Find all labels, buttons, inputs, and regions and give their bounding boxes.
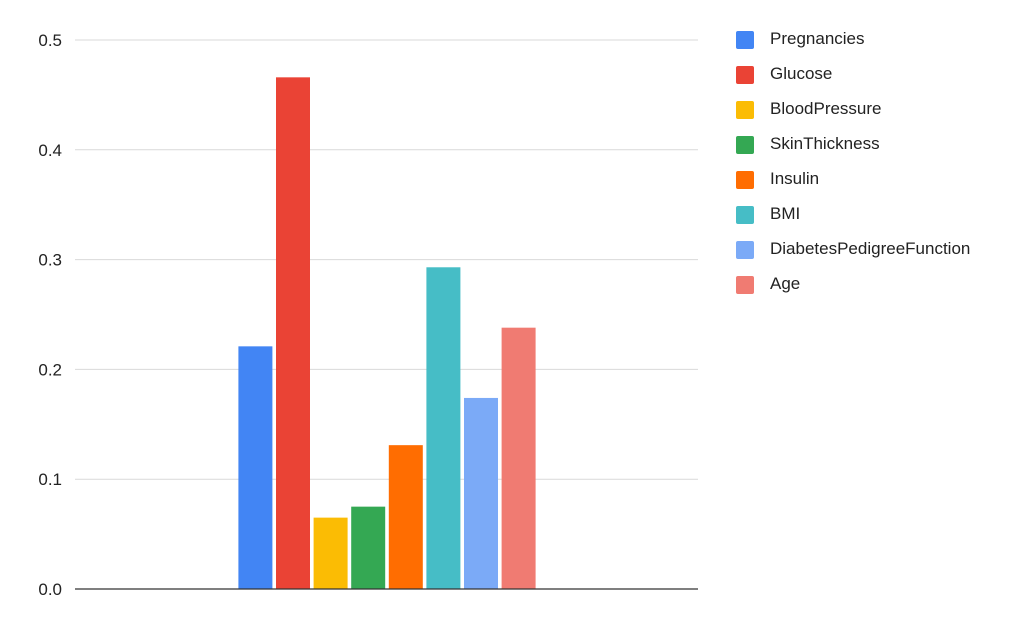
legend-label: DiabetesPedigreeFunction (770, 239, 971, 258)
y-axis-ticks: 0.0 0.1 0.2 0.3 0.4 0.5 (38, 31, 62, 599)
legend-item-age[interactable]: Age (736, 275, 1006, 294)
y-tick-label: 0.1 (38, 470, 62, 489)
y-tick-label: 0.2 (38, 360, 62, 379)
legend-item-bmi[interactable]: BMI (736, 205, 1006, 224)
bar-age[interactable] (501, 327, 536, 589)
legend-swatch (736, 241, 754, 259)
legend-swatch (736, 206, 754, 224)
bar-diabetespedigreefunction[interactable] (464, 397, 498, 589)
bar-bloodpressure[interactable] (313, 517, 348, 589)
y-tick-label: 0.3 (38, 251, 62, 270)
legend-swatch (736, 171, 754, 189)
legend-item-skinthickness[interactable]: SkinThickness (736, 135, 1006, 154)
legend-label: BMI (770, 204, 801, 223)
bar-bmi[interactable] (426, 267, 461, 589)
legend-swatch (736, 276, 754, 294)
y-tick-label: 0.4 (38, 141, 62, 160)
legend-item-diabetespedigreefunction[interactable]: DiabetesPedigreeFunction (736, 240, 1006, 259)
legend-swatch (736, 31, 754, 49)
legend-item-pregnancies[interactable]: Pregnancies (736, 30, 1006, 49)
legend-item-insulin[interactable]: Insulin (736, 170, 1006, 189)
legend-label: Glucose (770, 64, 833, 83)
legend-swatch (736, 66, 754, 84)
bar-pregnancies[interactable] (238, 346, 273, 589)
legend-swatch (736, 136, 754, 154)
legend-item-glucose[interactable]: Glucose (736, 65, 1006, 84)
gridlines (75, 39, 698, 480)
legend-swatch (736, 101, 754, 119)
legend-label: BloodPressure (770, 99, 882, 118)
bar-skinthickness[interactable] (351, 506, 386, 589)
bar-insulin[interactable] (388, 445, 423, 589)
y-tick-label: 0.5 (38, 31, 62, 50)
bars (238, 77, 536, 589)
legend-label: Age (770, 274, 801, 293)
legend-label: SkinThickness (770, 134, 880, 153)
legend-label: Pregnancies (770, 29, 865, 48)
legend-item-bloodpressure[interactable]: BloodPressure (736, 100, 1006, 119)
legend: Pregnancies Glucose BloodPressure SkinThick… (736, 30, 1006, 310)
y-tick-label: 0.0 (38, 580, 62, 599)
legend-label: Insulin (770, 169, 820, 188)
bar-glucose[interactable] (276, 77, 310, 589)
